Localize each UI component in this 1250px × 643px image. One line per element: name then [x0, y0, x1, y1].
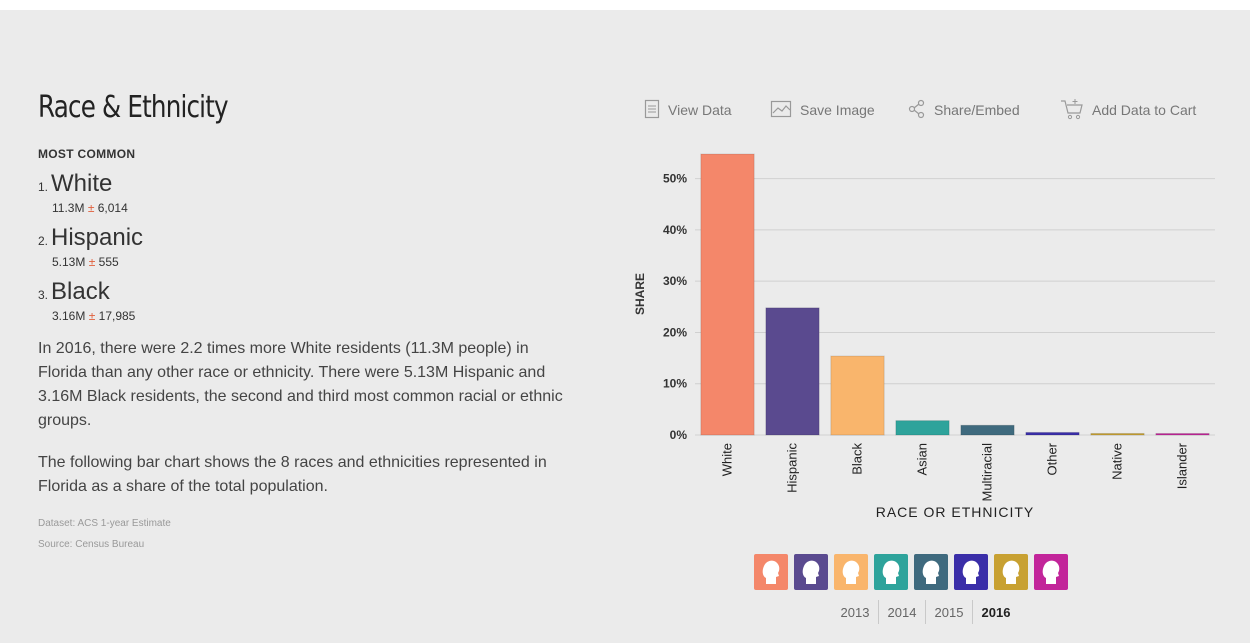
- rank-item-3: 3. Black 3.16M ± 17,985: [38, 278, 578, 324]
- legend-swatch-asian[interactable]: [874, 554, 908, 590]
- year-divider: [878, 600, 879, 624]
- year-2014[interactable]: 2014: [887, 605, 917, 620]
- person-silhouette-icon: [1002, 560, 1020, 584]
- legend-swatch-black[interactable]: [834, 554, 868, 590]
- bar-multiracial: [960, 424, 1015, 436]
- bar-islander: [1155, 433, 1210, 436]
- x-tick-label: Hispanic: [785, 443, 800, 493]
- person-silhouette-icon: [1042, 560, 1060, 584]
- legend-swatch-islander[interactable]: [1034, 554, 1068, 590]
- rank-item-2: 2. Hispanic 5.13M ± 555: [38, 224, 578, 270]
- race-ethnicity-section: Race & Ethnicity MOST COMMON 1. White 11.…: [38, 90, 578, 555]
- person-silhouette-icon: [922, 560, 940, 584]
- y-tick-label: 10%: [663, 377, 687, 391]
- section-title: Race & Ethnicity: [38, 90, 229, 125]
- view-data-label: View Data: [668, 102, 732, 118]
- rank-margin-of-error: 17,985: [98, 309, 136, 323]
- bar-black: [830, 355, 885, 436]
- rank-number: 2.: [38, 234, 49, 248]
- year-2015[interactable]: 2015: [934, 605, 964, 620]
- y-tick-label: 20%: [663, 325, 687, 339]
- x-axis-label: RACE OR ETHNICITY: [876, 504, 1035, 520]
- x-tick-label: Asian: [915, 443, 930, 476]
- legend-swatch-white[interactable]: [754, 554, 788, 590]
- rank-margin-of-error: 555: [98, 255, 119, 269]
- bar-hispanic: [765, 307, 820, 436]
- person-silhouette-icon: [802, 560, 820, 584]
- year-divider: [925, 600, 926, 624]
- bar-other: [1025, 431, 1080, 436]
- source-label: Source: Census Bureau: [38, 539, 145, 550]
- y-tick-label: 50%: [663, 172, 687, 186]
- y-tick-label: 30%: [663, 274, 687, 288]
- cart-icon: [1060, 98, 1084, 123]
- race-ethnicity-bar-chart: 0% 10% 20% 30% 40% 50% SHARE White Hispanic Black…: [633, 153, 1215, 520]
- share-embed-label: Share/Embed: [934, 102, 1020, 118]
- person-silhouette-icon: [762, 560, 780, 584]
- most-common-label: MOST COMMON: [38, 147, 136, 161]
- source-info: Dataset: ACS 1-year Estimate Source: Cen…: [38, 513, 578, 555]
- x-tick-label: Black: [850, 443, 865, 475]
- add-to-cart-button[interactable]: Add Data to Cart: [1060, 98, 1196, 122]
- top-band: [0, 0, 1250, 10]
- save-image-button[interactable]: Save Image: [770, 98, 875, 122]
- plus-minus-symbol: ±: [87, 201, 95, 215]
- person-silhouette-icon: [962, 560, 980, 584]
- year-2013[interactable]: 2013: [840, 605, 870, 620]
- legend-swatch-hispanic[interactable]: [794, 554, 828, 590]
- rank-margin-of-error: 6,014: [97, 201, 128, 215]
- y-tick-label: 40%: [663, 223, 687, 237]
- bar-white: [700, 153, 755, 436]
- rank-name: Black: [51, 278, 110, 305]
- person-silhouette-icon: [842, 560, 860, 584]
- summary-paragraph: In 2016, there were 2.2 times more White…: [38, 340, 563, 429]
- person-silhouette-icon: [882, 560, 900, 584]
- rank-value: 11.3M: [52, 201, 85, 215]
- rank-number: 1.: [38, 180, 49, 194]
- x-tick-label: Multiracial: [980, 443, 995, 502]
- legend-swatch-native[interactable]: [994, 554, 1028, 590]
- view-data-button[interactable]: View Data: [644, 98, 732, 122]
- bar-native: [1090, 432, 1145, 436]
- plus-minus-symbol: ±: [88, 309, 96, 323]
- rank-value: 5.13M: [52, 255, 86, 269]
- x-tick-label: Islander: [1175, 442, 1190, 489]
- rank-item-1: 1. White 11.3M ± 6,014: [38, 170, 578, 216]
- year-2016[interactable]: 2016: [981, 605, 1011, 620]
- save-image-label: Save Image: [800, 102, 875, 118]
- x-tick-label: Native: [1110, 443, 1125, 480]
- add-to-cart-label: Add Data to Cart: [1092, 102, 1197, 118]
- bar-asian: [895, 420, 950, 436]
- legend-swatch-other[interactable]: [954, 554, 988, 590]
- x-tick-label: Other: [1045, 442, 1060, 475]
- rank-number: 3.: [38, 288, 49, 302]
- x-tick-label: White: [720, 443, 735, 476]
- legend-swatch-multiracial[interactable]: [914, 554, 948, 590]
- rank-name: White: [51, 170, 113, 197]
- share-embed-button[interactable]: Share/Embed: [908, 98, 1020, 122]
- plus-minus-symbol: ±: [88, 255, 96, 269]
- rank-value: 3.16M: [52, 309, 86, 323]
- chart-toolbar: View Data Save Image Share/Embed Add Dat…: [644, 98, 1214, 122]
- document-icon: [644, 99, 660, 122]
- image-icon: [770, 100, 792, 121]
- year-divider: [972, 600, 973, 624]
- rank-name: Hispanic: [51, 224, 144, 251]
- dataset-label: Dataset: ACS 1-year Estimate: [38, 518, 171, 529]
- share-icon: [908, 99, 926, 122]
- chart-description-paragraph: The following bar chart shows the 8 race…: [38, 454, 547, 495]
- y-tick-label: 0%: [670, 428, 688, 442]
- y-axis-label: SHARE: [633, 273, 647, 315]
